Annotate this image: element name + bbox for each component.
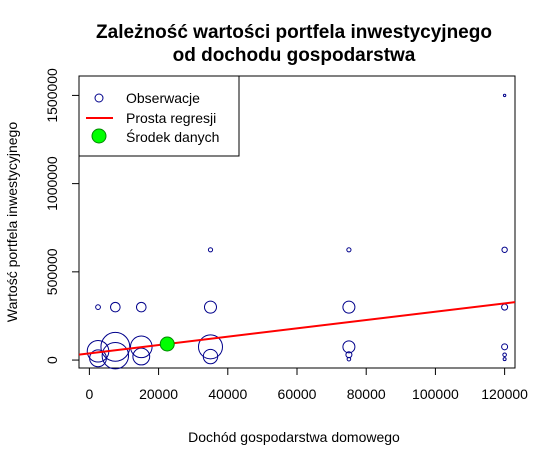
observation-point — [502, 352, 507, 358]
y-axis: 0 500000 1000000 1500000 — [44, 68, 79, 364]
observation-point — [502, 93, 507, 98]
legend-observations-label: Obserwacje — [126, 90, 200, 106]
observation-point — [501, 303, 509, 311]
legend-regression-label: Prosta regresji — [126, 110, 216, 126]
y-tick-label: 1500000 — [44, 68, 60, 123]
legend-box — [78, 75, 240, 157]
y-axis-label: Wartość portfela inwestycyjnego — [4, 122, 20, 322]
observation-point — [135, 301, 147, 313]
chart-title-line-1: Zależność wartości portfela inwestycyjne… — [96, 22, 492, 43]
data-center-point — [159, 336, 175, 352]
x-tick-label: 120000 — [481, 386, 528, 402]
observation-point — [95, 304, 101, 311]
x-tick-label: 0 — [85, 386, 93, 402]
observation-point — [101, 341, 130, 370]
y-tick-label: 0 — [44, 356, 60, 364]
x-axis-label: Dochód gospodarstwa domowego — [188, 429, 400, 445]
observation-point — [346, 247, 352, 253]
observation-point — [346, 356, 352, 362]
observation-point — [202, 348, 219, 365]
observation-point — [203, 300, 217, 314]
x-tick-label: 60000 — [278, 386, 317, 402]
y-tick-label: 1000000 — [44, 156, 60, 211]
observation-point — [129, 335, 153, 359]
observation-point — [342, 340, 356, 354]
x-tick-label: 40000 — [208, 386, 247, 402]
legend: Obserwacje Prosta regresji Środek danych — [78, 75, 240, 157]
observation-point — [501, 246, 508, 253]
chart-title-line-2: od dochodu gospodarstwa — [173, 45, 416, 66]
x-axis: 0 20000 40000 60000 80000 100000 120000 — [85, 368, 528, 402]
y-tick-label: 500000 — [44, 248, 60, 295]
observation-point — [342, 300, 356, 314]
observation-point — [110, 301, 121, 313]
data-layer — [78, 93, 516, 370]
legend-center-label: Środek danych — [126, 128, 219, 145]
observation-point — [207, 247, 214, 253]
regression-line — [78, 301, 516, 356]
legend-center-symbol — [91, 128, 107, 144]
observation-point — [197, 334, 223, 360]
observation-point — [132, 347, 151, 366]
observation-point — [100, 331, 131, 362]
observation-point — [501, 343, 509, 351]
x-tick-label: 80000 — [347, 386, 386, 402]
x-tick-label: 100000 — [412, 386, 459, 402]
x-tick-label: 20000 — [139, 386, 178, 402]
legend-observations-symbol — [94, 93, 104, 103]
observation-point — [502, 357, 507, 362]
